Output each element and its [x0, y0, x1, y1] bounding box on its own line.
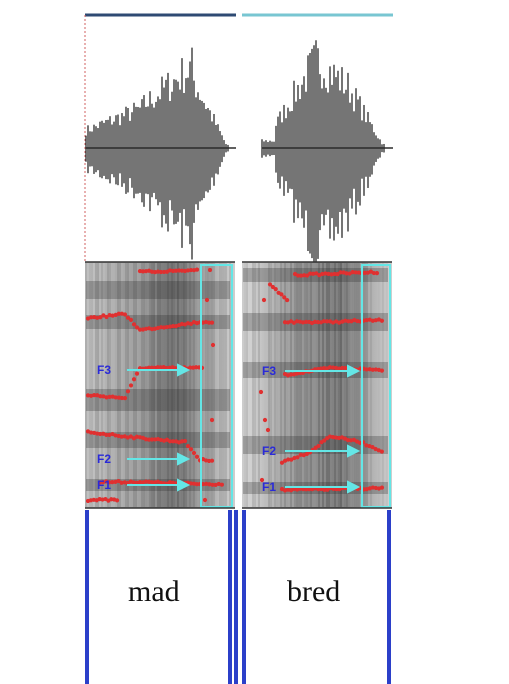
highlight-box-mad — [200, 264, 233, 508]
label-f2-bred: F2 — [262, 444, 277, 458]
spectrogram-bred — [242, 262, 392, 508]
spectrogram-texture — [85, 263, 390, 507]
formant-tracks — [85, 267, 385, 504]
spectrogram-mad — [85, 262, 235, 508]
segment-boundaries — [85, 510, 391, 684]
label-f1-mad: F1 — [97, 478, 112, 492]
arrows-mad — [127, 363, 191, 492]
label-f1-bred: F1 — [262, 480, 277, 494]
label-f3-bred: F3 — [262, 364, 277, 378]
label-f3-mad: F3 — [97, 363, 112, 377]
word-label-mad: mad — [128, 575, 180, 608]
waveform-bred — [261, 40, 393, 268]
word-label-bred: bred — [287, 575, 341, 608]
label-f2-mad: F2 — [97, 452, 112, 466]
highlight-box-bred — [361, 264, 391, 508]
arrows-bred — [285, 364, 361, 494]
waveform-mad — [85, 47, 236, 260]
